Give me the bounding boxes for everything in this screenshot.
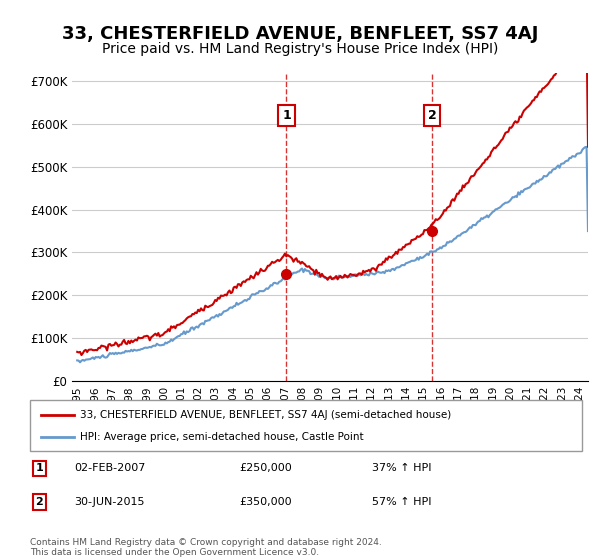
Text: 2: 2 — [35, 497, 43, 507]
Text: 30-JUN-2015: 30-JUN-2015 — [74, 497, 145, 507]
Text: 33, CHESTERFIELD AVENUE, BENFLEET, SS7 4AJ: 33, CHESTERFIELD AVENUE, BENFLEET, SS7 4… — [62, 25, 538, 43]
FancyBboxPatch shape — [30, 400, 582, 451]
Text: 2: 2 — [428, 109, 437, 122]
Text: Price paid vs. HM Land Registry's House Price Index (HPI): Price paid vs. HM Land Registry's House … — [102, 42, 498, 56]
Text: 57% ↑ HPI: 57% ↑ HPI — [372, 497, 432, 507]
Text: £350,000: £350,000 — [240, 497, 292, 507]
Text: HPI: Average price, semi-detached house, Castle Point: HPI: Average price, semi-detached house,… — [80, 432, 364, 442]
Text: Contains HM Land Registry data © Crown copyright and database right 2024.
This d: Contains HM Land Registry data © Crown c… — [30, 538, 382, 557]
Text: 1: 1 — [35, 463, 43, 473]
Text: 1: 1 — [282, 109, 291, 122]
Text: £250,000: £250,000 — [240, 463, 293, 473]
Text: 37% ↑ HPI: 37% ↑ HPI — [372, 463, 432, 473]
Text: 33, CHESTERFIELD AVENUE, BENFLEET, SS7 4AJ (semi-detached house): 33, CHESTERFIELD AVENUE, BENFLEET, SS7 4… — [80, 409, 451, 419]
Text: 02-FEB-2007: 02-FEB-2007 — [74, 463, 146, 473]
